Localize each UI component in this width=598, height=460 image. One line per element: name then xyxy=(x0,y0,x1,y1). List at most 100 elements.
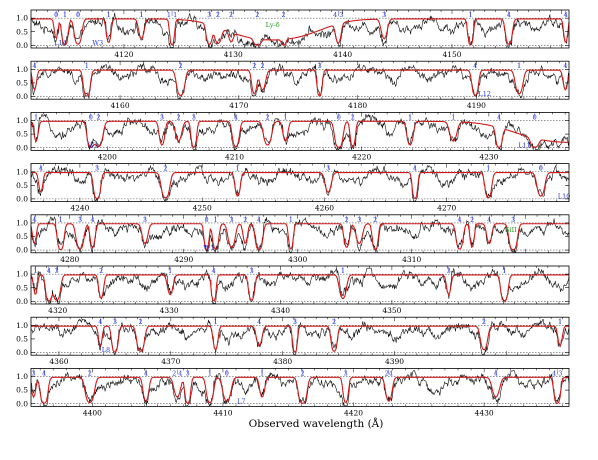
component-label: 4 xyxy=(257,318,261,326)
x-tick-label: 4190 xyxy=(467,101,486,110)
component-label: 4 xyxy=(90,216,94,224)
line-id-label: W2 xyxy=(88,141,99,149)
component-label: 2 xyxy=(373,216,377,224)
component-label: 1 xyxy=(517,62,521,70)
panel-frame xyxy=(30,367,570,407)
x-tick-label: 4260 xyxy=(315,204,334,213)
x-tick-label: 4340 xyxy=(271,306,290,315)
x-tick-label: 4420 xyxy=(344,408,363,417)
component-label: 2 xyxy=(482,318,486,326)
y-tick-label: 0.0 xyxy=(16,143,28,152)
component-label: 1 xyxy=(213,318,217,326)
model-profile xyxy=(31,18,570,46)
line-id-label: L10 xyxy=(558,193,571,201)
component-label: 1 xyxy=(139,11,143,19)
panel-frame xyxy=(30,9,570,49)
panel-frame xyxy=(30,316,570,356)
component-label: 4 xyxy=(473,62,477,70)
component-label: 2 xyxy=(255,11,259,19)
x-tick-label: 4170 xyxy=(229,101,248,110)
observed-spectrum xyxy=(30,113,570,151)
component-label: 4 xyxy=(497,113,501,121)
component-label: 4 xyxy=(487,216,491,224)
component-label: 4 3 xyxy=(552,369,562,377)
x-tick-label: 4360 xyxy=(49,357,68,366)
observed-spectrum xyxy=(30,62,570,99)
x-tick-label: 4120 xyxy=(114,50,133,59)
component-label: 2 xyxy=(470,216,474,224)
x-tick-label: 4200 xyxy=(98,152,117,161)
x-tick-label: 4380 xyxy=(273,357,292,366)
y-tick-label: 1.0 xyxy=(16,116,28,125)
component-label: 3 xyxy=(186,369,190,377)
line-id-label: L11 xyxy=(518,141,531,149)
component-label: 3 xyxy=(143,216,147,224)
observed-spectrum xyxy=(30,267,570,304)
component-label: 4 3 xyxy=(333,11,343,19)
model-profile xyxy=(30,69,570,97)
component-label: 1 xyxy=(486,165,490,173)
line-id-label: W3 xyxy=(92,39,103,47)
y-tick-label: 1.0 xyxy=(16,167,28,176)
component-label: 1 xyxy=(260,369,264,377)
component-label: 4 xyxy=(257,216,261,224)
component-label: 0 xyxy=(533,113,537,121)
species-label: SiII xyxy=(505,226,517,234)
component-label: 2 xyxy=(229,11,233,19)
component-label: 4 xyxy=(507,11,511,19)
component-label: 1 xyxy=(107,11,111,19)
x-tick-label: 4210 xyxy=(225,152,244,161)
y-tick-label: 0.0 xyxy=(16,92,28,101)
y-tick-label: 0.0 xyxy=(16,194,28,203)
component-label: 2 xyxy=(345,216,349,224)
component-label: 1 xyxy=(208,369,212,377)
component-label: 4 xyxy=(413,165,417,173)
component-label: 3 xyxy=(55,267,59,275)
component-label: 1 xyxy=(283,113,287,121)
y-tick-label: 1.0 xyxy=(16,321,28,330)
component-label: 1 xyxy=(469,11,473,19)
observed-spectrum xyxy=(30,12,570,49)
component-label: 4 xyxy=(564,11,568,19)
component-label: 4 xyxy=(144,369,148,377)
component-label: 2 4 xyxy=(172,369,182,377)
component-label: 2 xyxy=(88,369,92,377)
model-profile xyxy=(30,120,570,148)
component-label: 4 xyxy=(458,216,462,224)
component-label: 3 xyxy=(249,267,253,275)
y-tick-label: 0.5 xyxy=(16,283,28,292)
x-tick-label: 4320 xyxy=(48,306,67,315)
x-tick-label: 4230 xyxy=(479,152,498,161)
x-tick-label: 4220 xyxy=(352,152,371,161)
y-tick-label: 0.5 xyxy=(16,79,28,88)
component-label: 4 xyxy=(39,165,43,173)
x-tick-label: 4160 xyxy=(111,101,130,110)
component-label: 3 xyxy=(344,369,348,377)
component-label: 3 xyxy=(32,369,36,377)
observed-spectrum xyxy=(30,164,570,203)
component-label: 1 xyxy=(408,113,412,121)
y-tick-label: 1.0 xyxy=(16,372,28,381)
component-label: 0 xyxy=(76,11,80,19)
line-id-label: W1 xyxy=(203,244,214,252)
y-tick-label: 1.0 xyxy=(16,65,28,74)
component-label: 2 xyxy=(216,11,220,19)
x-tick-label: 4290 xyxy=(174,255,193,264)
line-id-label: L12 xyxy=(478,90,491,98)
model-profile xyxy=(31,172,569,200)
component-label: 4 xyxy=(47,267,51,275)
component-label: 3 xyxy=(78,216,82,224)
component-label: 24 xyxy=(385,369,393,377)
model-profile xyxy=(30,274,569,302)
component-label: 1 xyxy=(33,267,37,275)
panel-frame xyxy=(30,60,570,100)
component-label: 1 xyxy=(289,216,293,224)
line-id-label: L7 xyxy=(237,397,245,405)
component-label: 3 xyxy=(293,318,297,326)
